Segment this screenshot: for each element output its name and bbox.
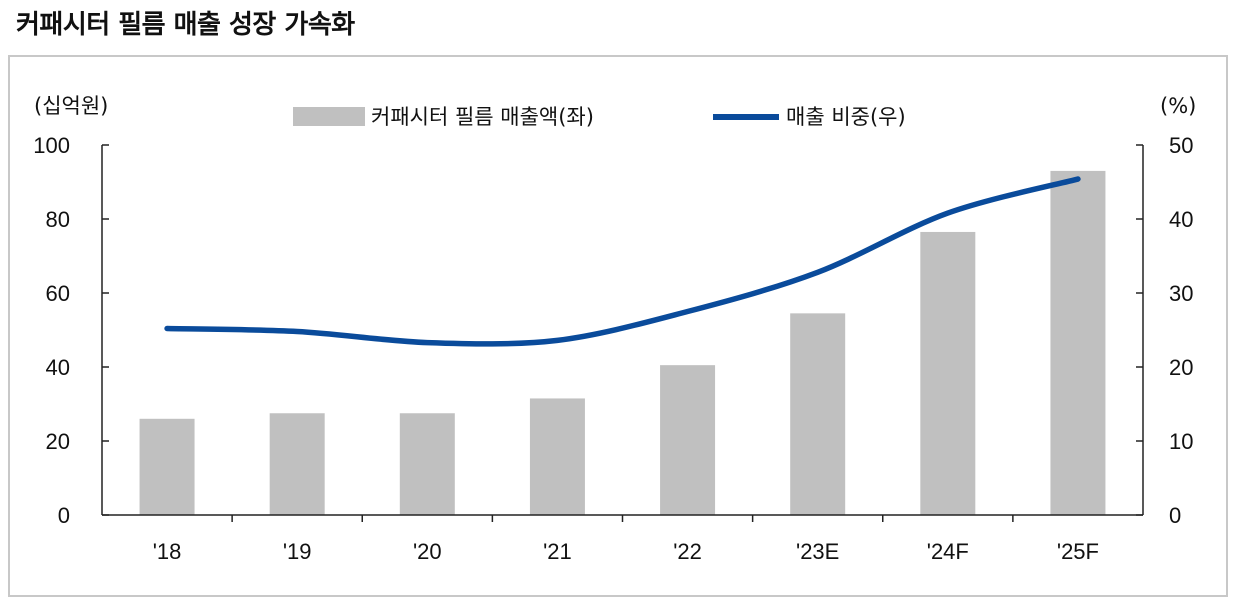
- bar-2: [399, 413, 455, 515]
- bars-layer: [139, 170, 1106, 515]
- x-tick-label-7: '25F: [1057, 539, 1099, 564]
- legend-line-label: 매출 비중(우): [786, 105, 906, 129]
- y-right-tick-label-2: 20: [1169, 355, 1193, 380]
- legend-bar-swatch: [293, 107, 365, 126]
- axes-layer: 0 20 40 60 80 100 0 10 20 30 40 50 '18 '19 '20 '21 '22 '2…: [33, 133, 1193, 564]
- y-right-unit-label: (%): [1160, 94, 1196, 118]
- bar-3: [529, 398, 585, 515]
- y-left-unit-label: (십억원): [34, 94, 108, 118]
- line-series-share: [164, 176, 1081, 347]
- x-tick-label-2: '20: [413, 539, 442, 564]
- bar-6: [920, 231, 976, 515]
- y-right-tick-label-5: 50: [1169, 133, 1193, 158]
- y-right-tick-label-3: 30: [1169, 281, 1193, 306]
- legend-bar-label: 커패시터 필름 매출액(좌): [371, 105, 594, 129]
- x-tick-label-4: '22: [673, 539, 702, 564]
- y-right-tick-label-1: 10: [1169, 429, 1193, 454]
- line-layer: [164, 176, 1081, 347]
- y-right-tick-label-0: 0: [1169, 503, 1181, 528]
- y-left-tick-label-5: 100: [33, 133, 70, 158]
- bar-1: [269, 413, 325, 515]
- legend: 커패시터 필름 매출액(좌) 매출 비중(우): [293, 105, 906, 129]
- bar-0: [139, 418, 195, 515]
- page-title: 커패시터 필름 매출 성장 가속화: [16, 10, 355, 40]
- bar-7: [1050, 170, 1106, 515]
- y-left-tick-label-3: 60: [46, 281, 70, 306]
- y-left-tick-label-0: 0: [58, 503, 70, 528]
- bar-4: [660, 365, 716, 515]
- y-left-tick-label-4: 80: [46, 207, 70, 232]
- chart-frame: [8, 55, 1228, 597]
- x-tick-label-6: '24F: [927, 539, 969, 564]
- y-left-tick-label-2: 40: [46, 355, 70, 380]
- x-tick-label-1: '19: [283, 539, 312, 564]
- x-tick-label-5: '23E: [796, 539, 839, 564]
- y-left-tick-label-1: 20: [46, 429, 70, 454]
- x-tick-label-3: '21: [543, 539, 572, 564]
- y-right-tick-label-4: 40: [1169, 207, 1193, 232]
- bar-5: [790, 313, 846, 515]
- x-tick-label-0: '18: [153, 539, 182, 564]
